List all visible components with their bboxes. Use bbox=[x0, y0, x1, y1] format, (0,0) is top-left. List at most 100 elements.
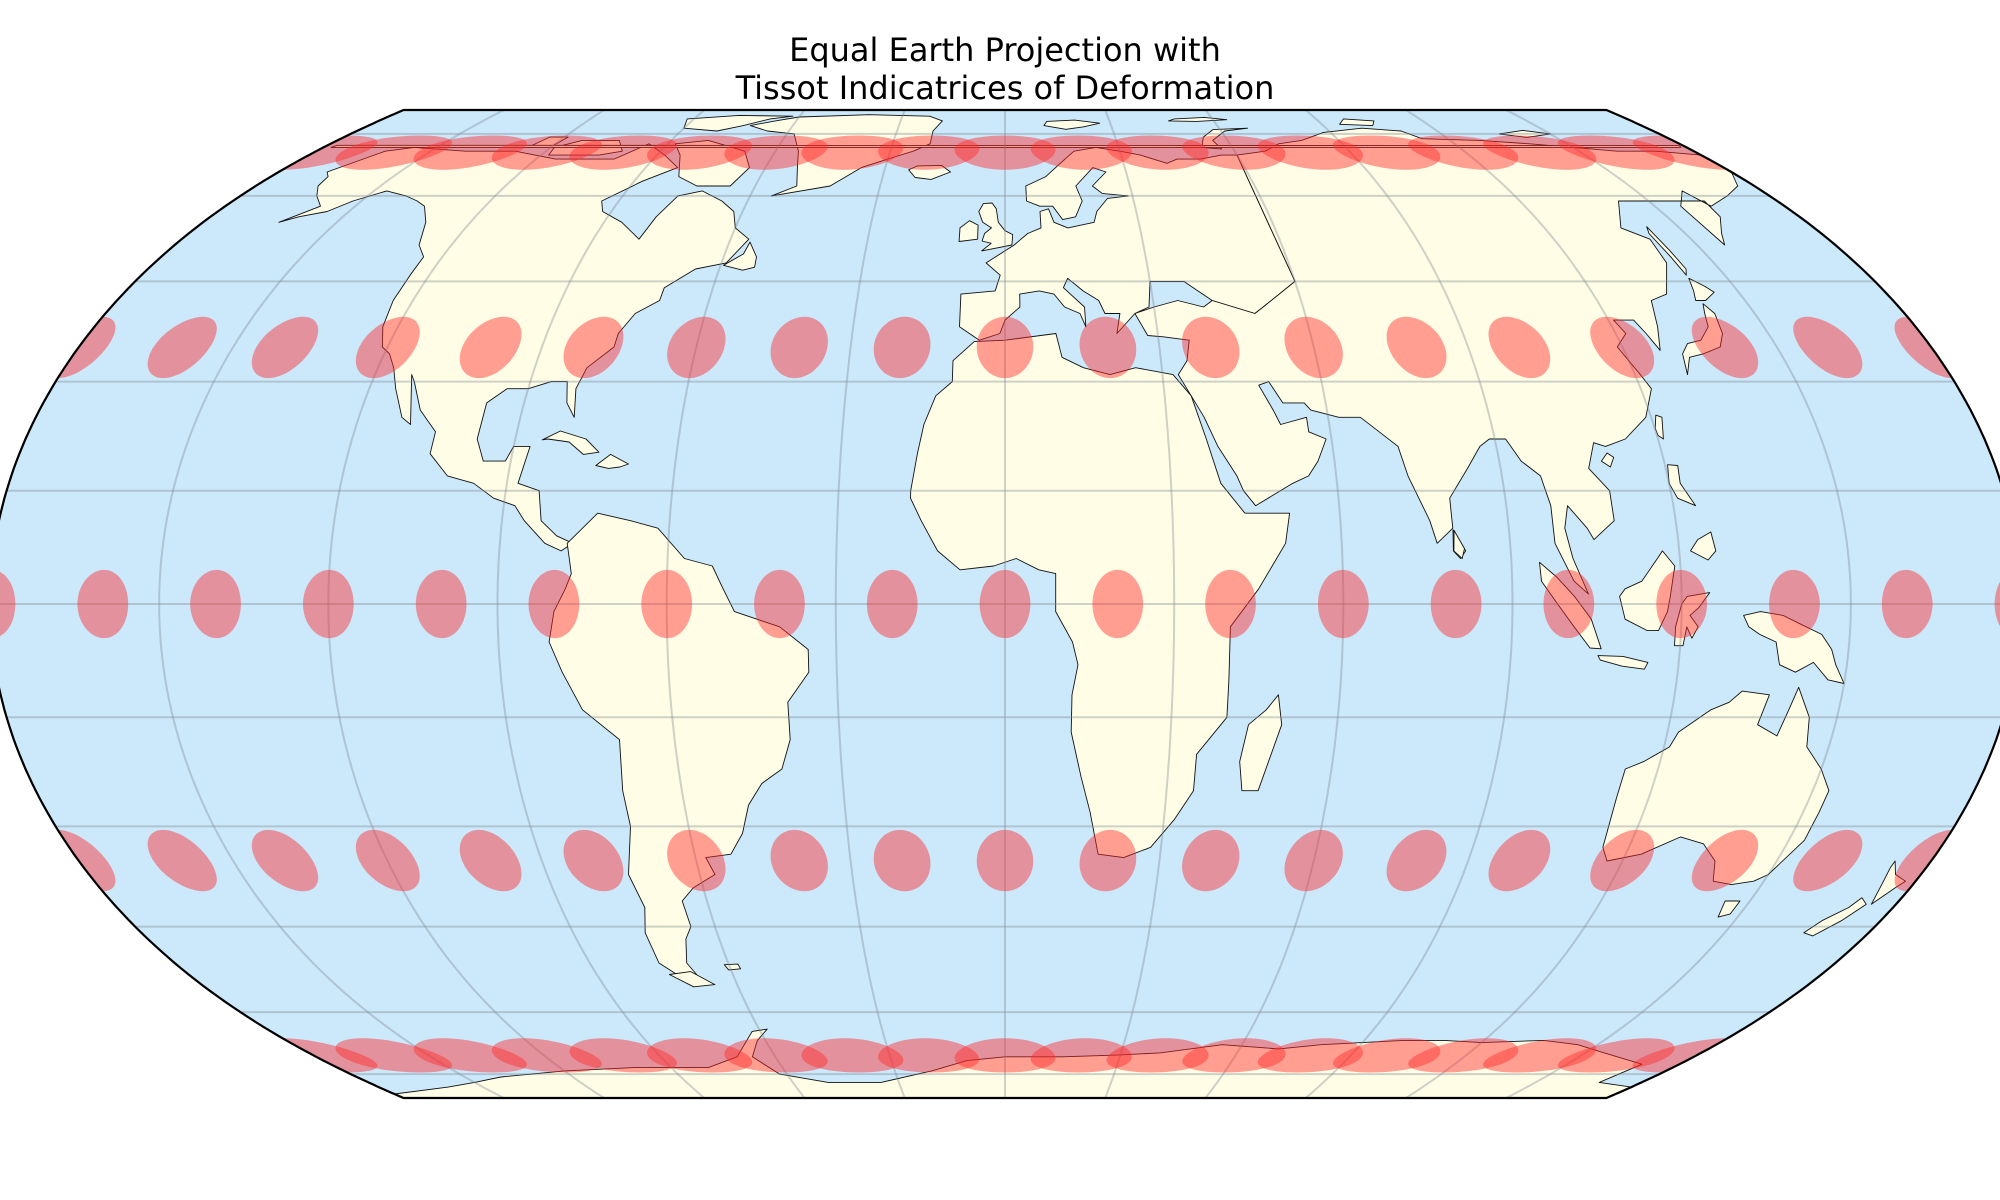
tissot-indicatrix bbox=[801, 135, 904, 170]
landmass-europe bbox=[959, 146, 1296, 341]
landmass-hainan bbox=[1600, 452, 1615, 468]
tissot-indicatrix bbox=[1182, 135, 1286, 170]
meridian-line bbox=[1204, 110, 1345, 1098]
tissot-indicatrix bbox=[563, 829, 624, 892]
tissot-indicatrix bbox=[1656, 569, 1707, 639]
tissot-indicatrix bbox=[1488, 316, 1551, 379]
tissot-indicatrix bbox=[1182, 1038, 1286, 1073]
landmass-tasmania bbox=[1717, 900, 1741, 918]
landmass-north-america bbox=[278, 143, 750, 552]
land-layer bbox=[278, 114, 1906, 1098]
tissot-indicatrix bbox=[1881, 569, 1933, 639]
tissot-indicatrix bbox=[413, 135, 527, 170]
tissot-indicatrix bbox=[1333, 1038, 1441, 1073]
tissot-indicatrix bbox=[251, 829, 319, 892]
tissot-indicatrix bbox=[1543, 569, 1595, 639]
landmass-taiwan bbox=[1654, 414, 1664, 440]
tissot-indicatrix bbox=[866, 569, 918, 639]
landmass-asia bbox=[1134, 127, 1739, 595]
landmass-philippines-mindanao bbox=[1690, 531, 1717, 561]
tissot-indicatrix bbox=[1284, 829, 1343, 892]
landmass-borneo bbox=[1619, 550, 1676, 632]
tissot-indicatrix bbox=[1106, 135, 1209, 170]
tissot-indicatrix bbox=[491, 135, 602, 170]
tissot-indicatrix bbox=[878, 135, 980, 170]
landmass-new-guinea bbox=[1743, 611, 1845, 684]
tissot-indicatrix bbox=[979, 569, 1031, 639]
landmass-japan-honshu bbox=[1682, 303, 1723, 376]
tissot-indicatrix bbox=[147, 829, 217, 892]
tissot-indicatrix bbox=[1590, 316, 1655, 379]
landmass-newfoundland bbox=[722, 241, 757, 271]
tissot-indicatrix bbox=[413, 1038, 527, 1073]
tissot-indicatrix bbox=[563, 316, 624, 379]
tissot-indicatrix bbox=[801, 1038, 904, 1073]
tissot-indicatrix bbox=[954, 135, 1056, 170]
tissot-indicatrix bbox=[251, 316, 319, 379]
landmass-spitsbergen-franz bbox=[1168, 116, 1228, 122]
tissot-indicatrix bbox=[1182, 316, 1240, 379]
tissot-indicatrix bbox=[873, 829, 931, 892]
tissot-indicatrix bbox=[1557, 1038, 1675, 1073]
meridian-line bbox=[1405, 110, 1683, 1098]
tissot-indicatrix bbox=[190, 569, 241, 639]
tissot-indicatrix bbox=[459, 829, 522, 892]
landmass-tierra-del-fuego bbox=[668, 971, 716, 988]
landmass-south-america bbox=[548, 512, 810, 981]
landmass-hispaniola bbox=[595, 453, 629, 469]
meridian-line bbox=[834, 110, 906, 1098]
tissot-indicatrix bbox=[1430, 569, 1482, 639]
tissot-indicatrix bbox=[1030, 1038, 1132, 1073]
tissot-indicatrix bbox=[878, 1038, 980, 1073]
tissot-indicatrix bbox=[724, 135, 828, 170]
landmass-great-britain bbox=[978, 202, 1014, 252]
meridian-line bbox=[327, 110, 605, 1098]
tissot-indicatrix bbox=[1793, 829, 1863, 892]
tissot-indicatrix bbox=[647, 135, 753, 170]
tissot-indicatrix bbox=[415, 569, 467, 639]
tissot-indicatrix bbox=[770, 829, 828, 892]
landmass-ireland bbox=[958, 220, 979, 242]
meridian-line bbox=[665, 110, 806, 1098]
tissot-indicatrix bbox=[1318, 569, 1369, 639]
tissot-indicatrix bbox=[1557, 135, 1675, 170]
map-boundary bbox=[0, 108, 2000, 1100]
tissot-indicatrix bbox=[976, 829, 1034, 892]
meridian-line bbox=[1104, 110, 1176, 1098]
tissot-indicatrix bbox=[147, 316, 217, 379]
tissot-indicatrix bbox=[1386, 316, 1447, 379]
tissot-indicatrix bbox=[303, 569, 354, 639]
tissot-indicatrix bbox=[667, 829, 726, 892]
meridian-line bbox=[496, 110, 706, 1098]
tissot-indicatrix bbox=[1284, 316, 1343, 379]
tissot-indicatrix bbox=[1691, 829, 1759, 892]
landmass-madagascar bbox=[1239, 694, 1283, 792]
landmass-java bbox=[1597, 655, 1649, 670]
tissot-indicatrix bbox=[528, 569, 580, 639]
landmass-new-siberian bbox=[1498, 129, 1551, 138]
tissot-indicatrix bbox=[667, 316, 726, 379]
tissot-indicatrix bbox=[335, 1038, 453, 1073]
tissot-indicatrix bbox=[1408, 1038, 1519, 1073]
landmass-philippines-luzon bbox=[1667, 464, 1697, 507]
tissot-indicatrix bbox=[77, 569, 129, 639]
tissot-indicatrix bbox=[754, 569, 805, 639]
tissot-indicatrix bbox=[724, 1038, 828, 1073]
tissot-indicatrix bbox=[335, 135, 453, 170]
landmass-baffin bbox=[674, 139, 750, 187]
tissot-indicatrix bbox=[1205, 569, 1256, 639]
tissot-indicatrix bbox=[1488, 829, 1551, 892]
landmass-greenland bbox=[749, 114, 943, 197]
meridian-line bbox=[1505, 110, 1852, 1098]
tissot-indicatrix bbox=[355, 316, 420, 379]
landmass-severnaya-zemlya bbox=[1339, 118, 1375, 127]
tissot-indicatrix bbox=[1691, 316, 1759, 379]
tissot-indicatrix bbox=[976, 316, 1034, 379]
meridian-line bbox=[158, 110, 505, 1098]
map-title-line-2: Tissot Indicatrices of Deformation bbox=[735, 69, 1275, 107]
tissot-indicatrix bbox=[641, 569, 692, 639]
tissot-indicatrix bbox=[1092, 569, 1144, 639]
landmass-ellesmere bbox=[683, 114, 794, 132]
landmass-falklands bbox=[723, 963, 742, 971]
